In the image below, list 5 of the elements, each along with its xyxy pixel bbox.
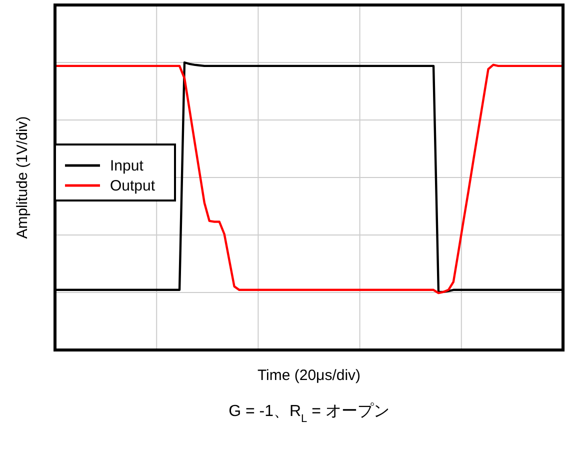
legend-label: Output [110,178,156,194]
text: G = -1、R$_{L}$ = オープン [228,402,390,425]
x-axis-title: Time (20μs/div) [257,367,361,384]
y-axis-title: Amplitude (1V/div) [14,116,31,239]
legend-label: Input [110,158,144,174]
